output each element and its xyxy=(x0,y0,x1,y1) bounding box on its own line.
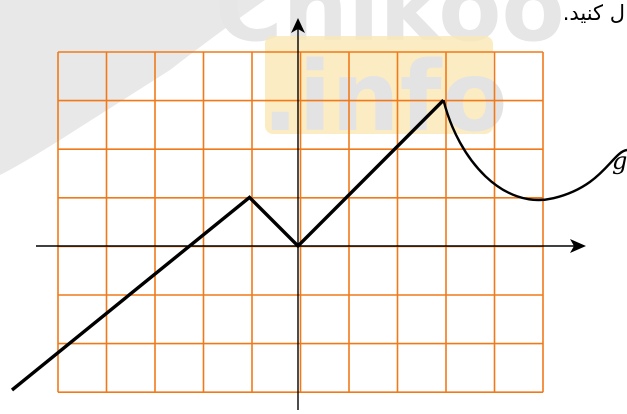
function-label: g xyxy=(612,147,627,175)
function-graph-polyline xyxy=(10,98,445,392)
x-axis-arrow xyxy=(570,239,586,253)
watermark-line2: .info xyxy=(262,41,507,153)
axes xyxy=(36,18,586,410)
y-axis-arrow xyxy=(291,18,305,33)
function-graph-arc xyxy=(442,99,627,202)
watermark-swoosh xyxy=(0,0,265,175)
problem-text: ل کنید. xyxy=(562,1,625,25)
